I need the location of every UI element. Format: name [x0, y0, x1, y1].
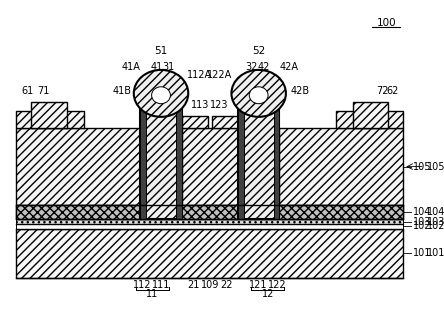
Bar: [16, 205, 403, 219]
Text: 11: 11: [146, 289, 158, 299]
Text: 71: 71: [37, 86, 49, 96]
Ellipse shape: [231, 70, 286, 117]
Text: 42: 42: [257, 62, 270, 72]
Bar: [182, 128, 238, 205]
Text: 111: 111: [152, 280, 170, 290]
Text: 101: 101: [412, 248, 431, 258]
Text: 41: 41: [150, 62, 163, 72]
Ellipse shape: [134, 70, 188, 117]
Text: 41B: 41B: [112, 86, 131, 96]
Text: 105: 105: [427, 161, 444, 172]
Text: 101: 101: [427, 248, 444, 258]
Text: 12: 12: [262, 289, 274, 299]
Text: 105: 105: [412, 161, 431, 172]
Bar: [16, 219, 403, 224]
Bar: [16, 111, 84, 128]
Text: 42A: 42A: [279, 62, 298, 72]
Bar: [176, 107, 182, 219]
Text: 102: 102: [427, 221, 444, 231]
Text: 72: 72: [377, 86, 389, 96]
Bar: [238, 107, 244, 219]
Text: 122A: 122A: [207, 70, 232, 80]
Bar: [140, 107, 182, 219]
Text: 21: 21: [187, 280, 199, 290]
Text: 32: 32: [245, 62, 258, 72]
Bar: [238, 107, 279, 219]
Text: 31: 31: [163, 62, 174, 72]
Text: 112A: 112A: [187, 70, 212, 80]
Text: 109: 109: [201, 280, 219, 290]
Bar: [336, 111, 403, 128]
Text: 61: 61: [21, 86, 33, 96]
Bar: [212, 116, 238, 128]
Text: 122: 122: [268, 280, 287, 290]
Bar: [182, 116, 208, 128]
Text: 51: 51: [155, 46, 168, 56]
Text: 112: 112: [133, 280, 151, 290]
Text: 42B: 42B: [290, 86, 309, 96]
Bar: [274, 107, 279, 219]
Bar: [32, 102, 67, 128]
Bar: [279, 128, 403, 205]
Text: 123: 123: [210, 100, 229, 110]
Text: 103: 103: [412, 217, 431, 227]
Text: 104: 104: [427, 207, 444, 217]
Bar: [140, 107, 146, 219]
Bar: [16, 128, 140, 205]
Bar: [16, 224, 403, 229]
Bar: [16, 205, 403, 219]
Bar: [353, 102, 388, 128]
Text: 104: 104: [412, 207, 431, 217]
Bar: [136, 107, 186, 219]
Bar: [16, 229, 403, 278]
Ellipse shape: [151, 87, 170, 104]
Text: 100: 100: [377, 18, 396, 28]
Text: 103: 103: [427, 217, 444, 227]
Text: 121: 121: [250, 280, 268, 290]
Text: 62: 62: [386, 86, 399, 96]
Text: 22: 22: [221, 280, 233, 290]
Text: 52: 52: [252, 46, 266, 56]
Text: 113: 113: [191, 100, 210, 110]
Text: 102: 102: [412, 221, 431, 231]
Text: 41A: 41A: [122, 62, 140, 72]
Ellipse shape: [249, 87, 268, 104]
